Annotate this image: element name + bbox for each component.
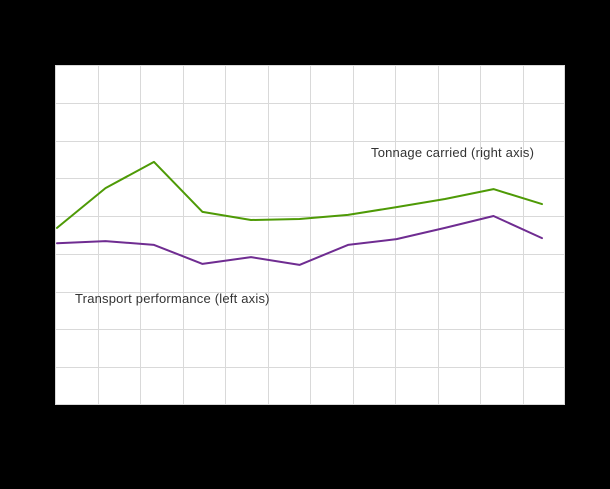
- tonnage-series-label: Tonnage carried (right axis): [371, 145, 535, 160]
- plot-area: Tonnage carried (right axis) Transport p…: [55, 65, 565, 405]
- transport-series-label: Transport performance (left axis): [75, 291, 270, 306]
- transport-performance-line: [56, 215, 543, 266]
- gridlines: [55, 65, 565, 405]
- line-chart: [55, 65, 565, 405]
- tonnage-line: [56, 160, 543, 229]
